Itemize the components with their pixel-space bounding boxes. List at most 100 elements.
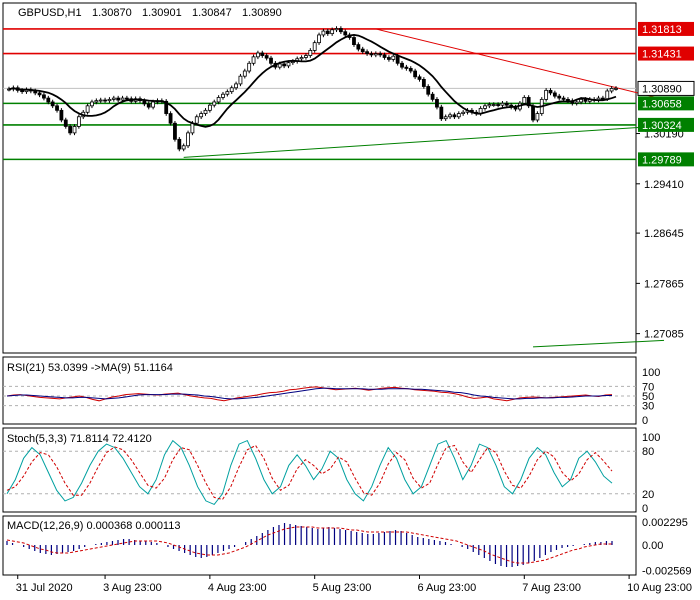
macd-tick-label-0: 0.002295 <box>642 517 688 529</box>
candle <box>277 63 282 68</box>
candle <box>387 57 391 60</box>
ohlc-high: 1.30901 <box>142 7 182 19</box>
candle <box>413 70 418 78</box>
candle <box>59 109 64 121</box>
candle <box>256 52 260 58</box>
candle <box>426 86 431 95</box>
candle <box>321 30 326 36</box>
candle <box>103 99 107 102</box>
candle <box>373 53 378 56</box>
candle <box>225 91 230 95</box>
support-tag-label-2: 1.29789 <box>642 154 682 166</box>
candle <box>168 113 173 124</box>
candle <box>234 83 238 89</box>
macd-tick-label-2: -0.002569 <box>642 566 692 578</box>
candle <box>461 111 466 114</box>
support-tag-label-0: 1.30658 <box>642 98 682 110</box>
candle <box>242 70 247 77</box>
resistance-tag-label-1: 1.31431 <box>642 49 682 61</box>
stoch-title: Stoch(5,3,3) 71.8114 72.4120 <box>7 433 152 445</box>
candle <box>391 55 396 60</box>
candle <box>55 105 59 111</box>
candle <box>500 102 505 106</box>
candle <box>260 52 265 56</box>
x-axis: 31 Jul 2020 3 Aug 23:00 4 Aug 23:00 5 Aug 2… <box>16 575 692 594</box>
price-tick-label-4: 1.27085 <box>644 329 684 341</box>
candle <box>552 92 557 97</box>
rsi-tick-label-3: 30 <box>642 401 654 413</box>
candle <box>37 92 42 96</box>
stoch-tick-label-3: 0 <box>642 503 648 515</box>
candle <box>269 57 273 64</box>
rsi-tick-label-0: 100 <box>642 367 660 379</box>
candle <box>194 116 199 124</box>
support-tag-2 <box>638 152 694 167</box>
candle <box>557 95 562 99</box>
candle <box>151 101 156 108</box>
candle <box>94 100 99 103</box>
candle <box>614 88 618 90</box>
candle <box>177 138 182 150</box>
candle <box>207 104 212 111</box>
candle <box>334 28 339 31</box>
candle <box>443 116 448 120</box>
candle <box>330 29 335 35</box>
rsi-pane[interactable] <box>2 356 637 425</box>
candle <box>173 122 177 140</box>
rsi-title: RSI(21) 53.0399 ->MA(9) 51.1164 <box>7 362 173 374</box>
price-tick-label-2: 1.28645 <box>644 228 684 240</box>
trendline-1[interactable] <box>183 125 665 158</box>
rsi-tick-label-4: 0 <box>642 415 648 427</box>
rsi-tick-label-1: 70 <box>642 381 654 393</box>
candle <box>452 114 457 118</box>
candle <box>299 57 304 60</box>
time-tick-label-1: 3 Aug 23:00 <box>103 582 162 594</box>
candle <box>338 28 343 33</box>
candle <box>343 31 348 36</box>
candle <box>360 48 365 53</box>
candle <box>63 119 68 127</box>
support-tag-1 <box>638 117 694 132</box>
candle <box>487 104 492 107</box>
candle <box>421 79 426 87</box>
trendline-2[interactable] <box>533 339 665 348</box>
candle <box>50 101 55 107</box>
candle <box>548 89 553 94</box>
candle <box>221 93 225 98</box>
candle <box>531 105 535 121</box>
candle <box>325 30 330 35</box>
candle <box>382 54 387 58</box>
candle <box>439 106 444 120</box>
candle <box>404 66 409 69</box>
candle <box>186 132 190 147</box>
candle <box>448 114 452 118</box>
macd-pane[interactable] <box>2 515 637 576</box>
candle <box>430 93 435 100</box>
price-tick-label-1: 1.29410 <box>644 179 684 191</box>
candle <box>609 88 614 92</box>
resistance-tag-label-0: 1.31813 <box>642 24 682 36</box>
candle <box>111 97 116 100</box>
candle <box>46 97 51 103</box>
candle <box>561 97 566 100</box>
last-price-label: 1.30890 <box>642 83 682 95</box>
time-tick-label-4: 6 Aug 23:00 <box>417 582 476 594</box>
stoch-layer: 100 80 20 0 <box>3 432 660 515</box>
candle <box>526 97 531 107</box>
candle <box>304 55 308 58</box>
price-layer: 1.301901.294101.286451.278651.270851.318… <box>3 21 695 348</box>
stoch-pane[interactable] <box>2 427 637 513</box>
candle <box>579 98 583 103</box>
candle <box>369 53 374 56</box>
macd-tick-label-1: 0.00 <box>642 540 663 552</box>
chart-symbol: GBPUSD,H1 <box>18 7 82 19</box>
candle <box>164 100 169 114</box>
candle <box>566 98 570 102</box>
macd-title: MACD(12,26,9) 0.000368 0.000113 <box>7 520 180 532</box>
candle <box>116 97 121 101</box>
candle <box>212 101 217 106</box>
candle <box>229 87 234 93</box>
candle <box>522 97 527 104</box>
price-pane[interactable] <box>2 2 637 354</box>
